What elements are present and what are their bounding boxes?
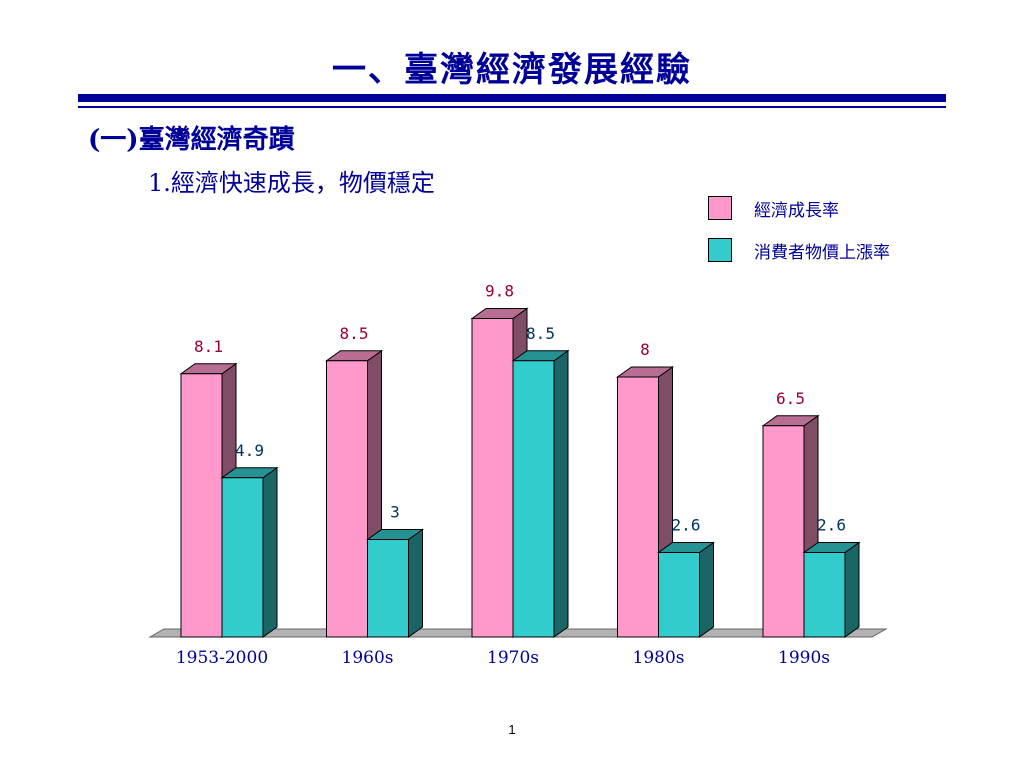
legend-item-growth: 經濟成長率 — [708, 195, 839, 221]
slide-title: 一、臺灣經濟發展經驗 — [332, 50, 692, 90]
legend-label-growth: 經濟成長率 — [754, 200, 839, 221]
bar-growth — [180, 373, 223, 638]
data-label-growth: 8.5 — [340, 324, 369, 343]
x-tick-label: 1953-2000 — [176, 648, 268, 668]
bar-side-cpi — [262, 466, 278, 638]
data-label-growth: 8.1 — [194, 337, 223, 356]
bar-growth — [762, 425, 805, 638]
legend-item-cpi: 消費者物價上漲率 — [708, 237, 890, 263]
bar-side-cpi — [553, 349, 569, 638]
section-heading: (一)臺灣經濟奇蹟 — [88, 125, 295, 155]
data-label-cpi: 2.6 — [672, 516, 701, 535]
bar-cpi — [221, 477, 264, 638]
bar-cpi — [658, 552, 700, 638]
bar-growth — [326, 360, 368, 638]
x-tick-label: 1960s — [342, 648, 394, 668]
data-label-growth: 8 — [640, 340, 650, 359]
title-rule-thin — [78, 106, 946, 108]
bar-growth — [617, 376, 659, 638]
data-label-growth: 9.8 — [485, 282, 514, 301]
data-label-cpi: 2.6 — [817, 516, 846, 535]
bar-side-cpi — [699, 541, 714, 638]
bar-side-cpi — [408, 528, 423, 638]
data-label-cpi: 3 — [390, 503, 400, 522]
legend-swatch-growth — [708, 196, 732, 220]
bar-cpi — [803, 552, 846, 638]
bar-cpi — [367, 539, 409, 638]
subsection-heading: 1.經濟快速成長，物價穩定 — [148, 169, 435, 197]
bar-growth — [471, 318, 514, 638]
x-tick-label: 1980s — [633, 648, 685, 668]
page-number: 1 — [508, 722, 516, 737]
legend-label-cpi: 消費者物價上漲率 — [754, 242, 890, 263]
data-label-cpi: 4.9 — [235, 441, 264, 460]
x-tick-label: 1970s — [487, 648, 539, 668]
data-label-cpi: 8.5 — [526, 324, 555, 343]
bar-side-cpi — [844, 541, 860, 638]
x-tick-label: 1990s — [778, 648, 830, 668]
bar-cpi — [512, 360, 555, 638]
legend-swatch-cpi — [708, 238, 732, 262]
data-label-growth: 6.5 — [776, 389, 805, 408]
title-rule-thick — [78, 94, 946, 102]
